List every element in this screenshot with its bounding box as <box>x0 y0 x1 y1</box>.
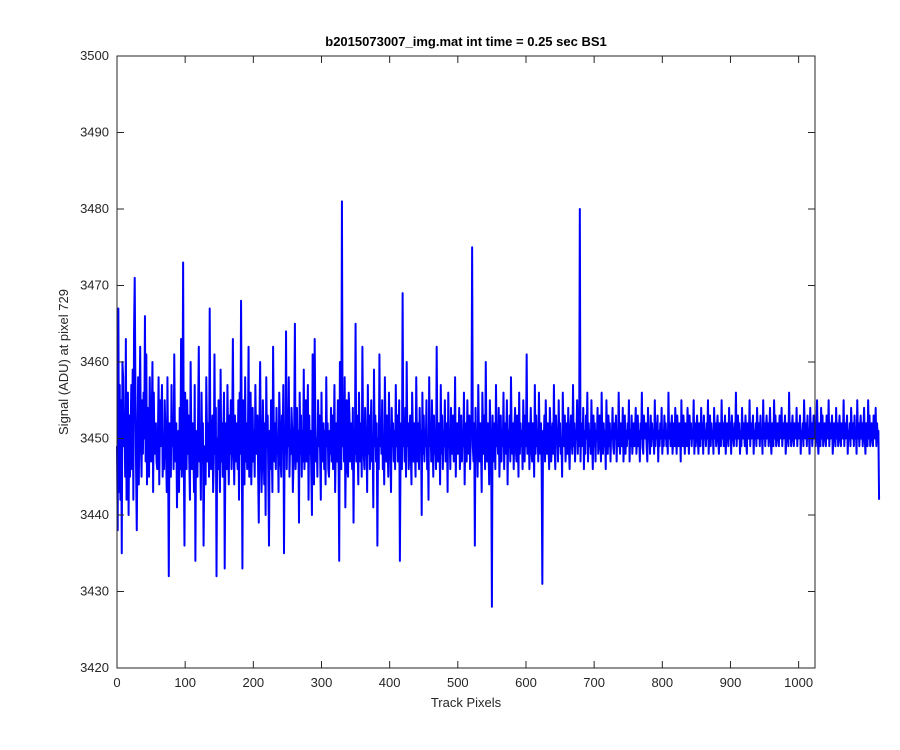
y-tick-label: 3450 <box>80 431 109 446</box>
chart-title: b2015073007_img.mat int time = 0.25 sec … <box>325 34 606 49</box>
x-tick-label: 900 <box>720 675 742 690</box>
y-axis: 3420 3430 3440 3450 3460 3470 3480 3490 3500 <box>80 48 815 675</box>
y-tick-label: 3490 <box>80 125 109 140</box>
x-tick-label: 0 <box>113 675 120 690</box>
x-axis-label: Track Pixels <box>431 695 502 710</box>
y-tick-label: 3470 <box>80 278 109 293</box>
series-line-1 <box>116 200 881 608</box>
y-tick-label: 3500 <box>80 48 109 63</box>
series-layer <box>116 200 881 608</box>
x-tick-label: 1000 <box>784 675 813 690</box>
x-tick-label: 700 <box>583 675 605 690</box>
x-tick-label: 400 <box>379 675 401 690</box>
y-tick-label: 3430 <box>80 584 109 599</box>
x-tick-label: 100 <box>174 675 196 690</box>
plot-area <box>117 56 815 668</box>
y-tick-label: 3440 <box>80 507 109 522</box>
y-tick-label: 3420 <box>80 660 109 675</box>
y-axis-label: Signal (ADU) at pixel 729 <box>56 289 71 435</box>
x-axis: 0 100 200 300 400 500 600 700 800 900 1000 <box>113 56 813 690</box>
x-tick-label: 600 <box>515 675 537 690</box>
x-tick-label: 800 <box>651 675 673 690</box>
y-tick-label: 3480 <box>80 201 109 216</box>
x-tick-label: 300 <box>311 675 333 690</box>
x-tick-label: 500 <box>447 675 469 690</box>
x-tick-label: 200 <box>242 675 264 690</box>
y-tick-label: 3460 <box>80 354 109 369</box>
